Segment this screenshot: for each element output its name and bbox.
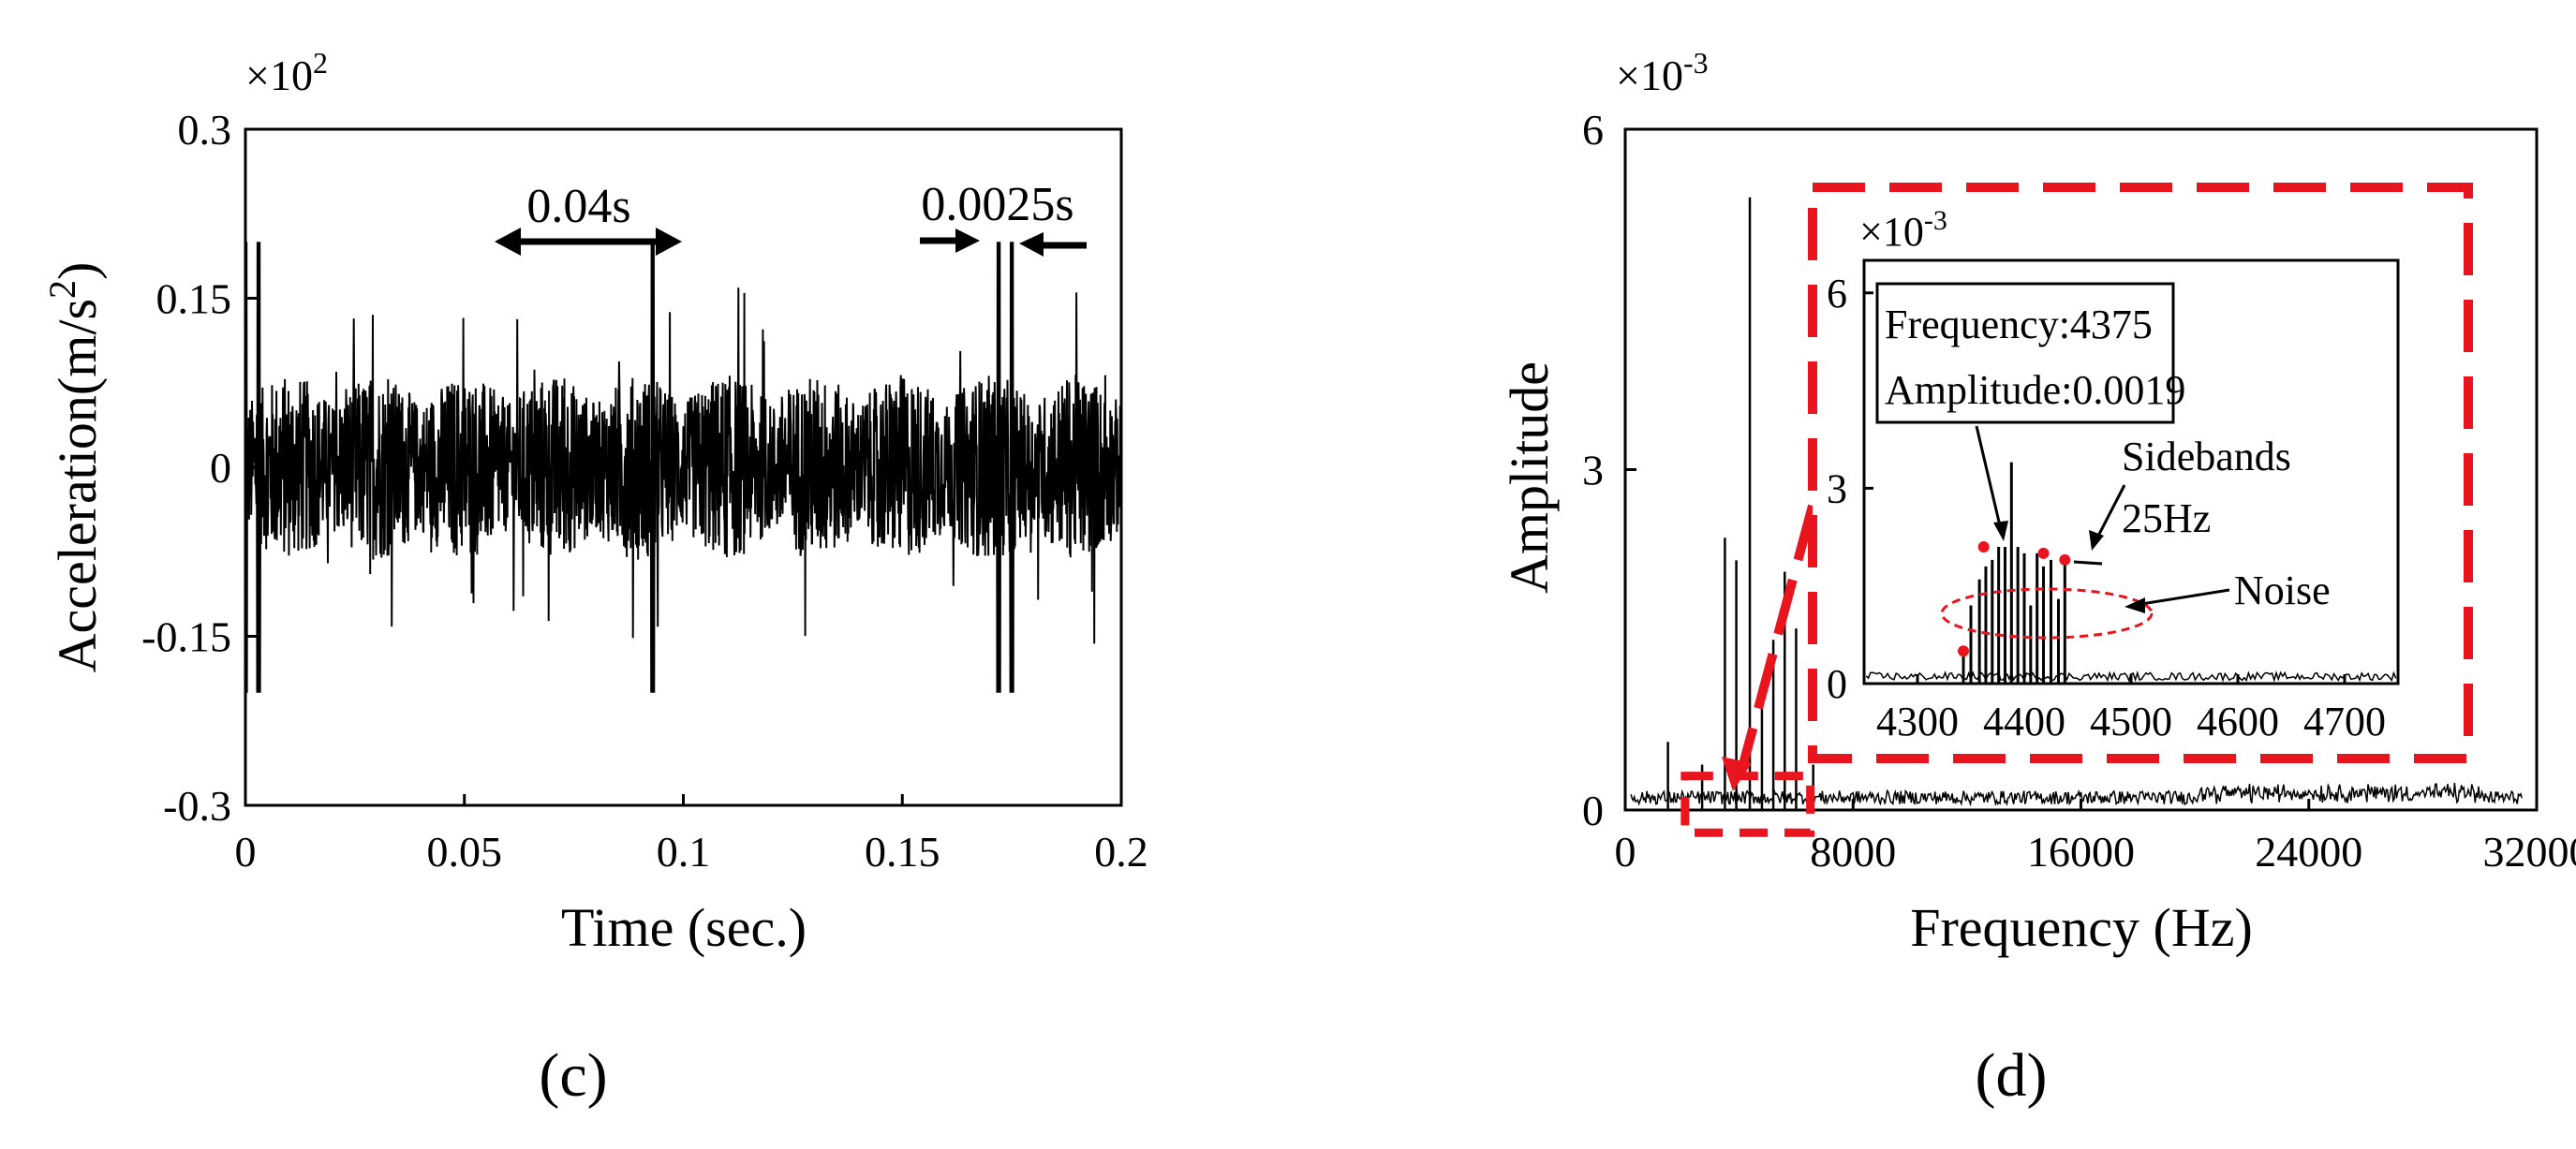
noise-ellipse: [1940, 587, 2154, 640]
zoom-callout-arrowhead: [1722, 757, 1752, 791]
zoom-callout-line: [1738, 504, 1817, 770]
inset-peak-markers: [1958, 540, 2071, 657]
info-pointer-line: [1975, 425, 2004, 535]
inset-y-tick-label: 3: [1827, 465, 1847, 511]
arrow-head-right: [656, 228, 682, 256]
y-axis-ticks-d: 0 3 6: [1582, 106, 1636, 834]
x-tick-label-d: 16000: [2027, 828, 2135, 876]
y-multiplier-c: ×102: [245, 46, 328, 99]
info-pointer-arrowhead: [1993, 521, 2008, 541]
arrow-head-left: [495, 228, 521, 256]
peak-marker: [1958, 645, 1970, 657]
sideband-spacing-arrow: [2073, 560, 2103, 566]
y-multiplier-d: ×10-3: [1616, 46, 1709, 99]
spectrum-peaks-series: [1666, 197, 1814, 810]
peak-marker: [1977, 540, 1990, 552]
info-frequency: Frequency:4375: [1885, 302, 2153, 347]
x-tick-label-c: 0.1: [657, 828, 711, 876]
panel-label-c: (c): [539, 1041, 607, 1110]
inset-x-tick-label: 4600: [2197, 699, 2279, 744]
y-tick-label-c: 0.3: [178, 106, 232, 154]
sidebands-pointer-arrowhead: [2089, 530, 2104, 551]
y-axis-ticks-c: 0.3 0.15 0 -0.15 -0.3: [141, 106, 257, 830]
x-tick-label-c: 0: [235, 828, 257, 876]
inset-y-multiplier: ×10-3: [1859, 205, 1947, 255]
noise-label: Noise: [2234, 567, 2331, 613]
y-tick-label-d: 0: [1582, 787, 1604, 834]
y-tick-label-c: 0: [210, 444, 231, 492]
x-tick-label-d: 24000: [2255, 828, 2362, 876]
noise-trace: [1630, 782, 2523, 807]
peak-marker: [2059, 553, 2071, 566]
acceleration-signal-series: [244, 242, 1122, 693]
y-axis-label-c: Acceleration(m/s2): [41, 262, 108, 673]
acceleration-trace: [244, 242, 1122, 693]
peak-info-box: Frequency:4375 Amplitude:0.0019: [1875, 282, 2185, 424]
sidebands-label: Sidebands: [2122, 434, 2291, 479]
inset-x-tick-label: 4500: [2090, 699, 2172, 744]
inset-y-tick-label: 0: [1827, 661, 1847, 707]
panel-label-d: (d): [1976, 1041, 2048, 1110]
sideband-spacing-label: 25Hz: [2122, 495, 2211, 541]
peak-marker: [2037, 547, 2050, 559]
x-tick-label-c: 0.05: [427, 828, 503, 876]
inset-x-tick-label: 4700: [2303, 699, 2386, 744]
arrow-head-inward-right: [1019, 232, 1044, 257]
inset-noise-floor: [1865, 670, 2397, 683]
inset-y-axis-ticks: 0 3 6: [1827, 271, 1873, 707]
x-axis-label-c: Time (sec.): [561, 897, 807, 958]
annotation-label-0.04s: 0.04s: [526, 180, 630, 233]
y-tick-label-d: 6: [1582, 106, 1604, 154]
inset-y-tick-label: 6: [1827, 271, 1847, 317]
period-annotation-0.04s: 0.04s: [495, 180, 682, 256]
noise-pointer-arrowhead: [2124, 597, 2145, 613]
y-tick-label-c: 0.15: [156, 275, 232, 323]
inset-x-tick-label: 4300: [1876, 699, 1959, 744]
arrow-head-inward-left: [955, 228, 980, 253]
x-tick-label-d: 0: [1615, 828, 1636, 876]
x-tick-label-d: 8000: [1810, 828, 1896, 876]
inset-spectral-lines: [1962, 462, 2066, 684]
inset-x-tick-label: 4400: [1983, 699, 2065, 744]
x-axis-label-d: Frequency (Hz): [1910, 897, 2253, 958]
spectrum-noise-floor: [1630, 782, 2523, 807]
info-amplitude: Amplitude:0.0019: [1885, 367, 2185, 413]
zoom-region-box: [1680, 772, 1815, 837]
y-tick-label-d: 3: [1582, 447, 1604, 494]
inset-x-axis-ticks: 4300 4400 4500 4600 4700: [1876, 674, 2386, 744]
x-tick-label-c: 0.15: [865, 828, 940, 876]
x-tick-label-c: 0.2: [1094, 828, 1148, 876]
noise-pointer-line: [2135, 588, 2230, 607]
period-annotation-0.0025s: 0.0025s: [920, 178, 1087, 257]
info-box-frame: [1875, 282, 2175, 424]
y-axis-label-d: Amplitude: [1499, 361, 1560, 594]
panel-c-acceleration-chart: 0 0.05 0.1 0.15 0.2 0.3 0.15 0 -0.15 -0.3 ×102 A…: [41, 46, 1148, 1110]
inset-zoom-chart: 4300 4400 4500 4600 4700 0 3 6 ×10-3 Frequency…: [1827, 205, 2400, 744]
y-tick-label-c: -0.3: [163, 782, 231, 830]
inset-noise-trace: [1865, 670, 2397, 683]
x-axis-ticks-c: 0 0.05 0.1 0.15 0.2: [235, 794, 1148, 876]
sidebands-pointer-line: [2093, 484, 2126, 544]
annotation-label-0.0025s: 0.0025s: [921, 178, 1073, 231]
y-tick-label-c: -0.15: [141, 613, 231, 661]
